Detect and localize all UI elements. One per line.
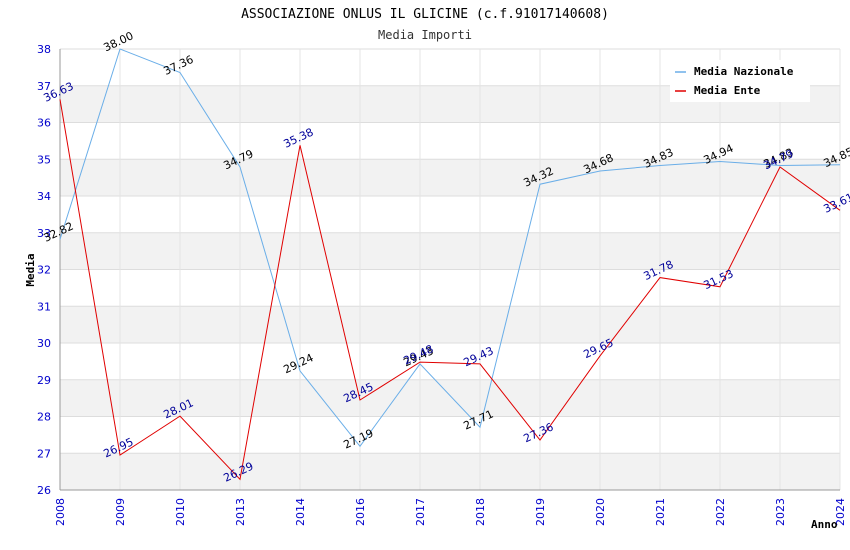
grid-lines (59, 48, 841, 491)
x-tick-label: 2008 (54, 498, 67, 526)
legend-label-media-nazionale: Media Nazionale (694, 65, 794, 78)
y-tick-label: 37 (37, 80, 51, 93)
y-axis-title: Media (24, 253, 37, 286)
x-tick-label: 2014 (294, 498, 307, 526)
data-label: 29.24 (282, 351, 316, 376)
y-tick-label: 32 (37, 264, 51, 277)
legend-label-media-ente: Media Ente (694, 84, 761, 97)
x-tick-label: 2018 (474, 498, 487, 526)
grid-band (60, 379, 840, 417)
y-tick-label: 38 (37, 43, 51, 56)
x-tick-label: 2021 (654, 498, 667, 526)
y-tick-label: 30 (37, 337, 51, 350)
y-tick-label: 27 (37, 447, 51, 460)
data-label: 35.38 (281, 126, 315, 151)
chart-subtitle: Media Importi (378, 28, 472, 42)
y-tick-label: 31 (37, 300, 51, 313)
chart-title: ASSOCIAZIONE ONLUS IL GLICINE (c.f.91017… (241, 7, 609, 22)
y-tick-label: 28 (37, 411, 51, 424)
data-label: 31.53 (701, 267, 735, 292)
x-tick-label: 2020 (594, 498, 607, 526)
series-line-media-nazionale (59, 48, 841, 448)
y-tick-labels: 26 27 28 29 30 31 32 33 34 35 36 37 38 (37, 43, 51, 497)
grid-band (60, 306, 840, 343)
x-tick-label: 2019 (534, 498, 547, 526)
y-tick-label: 29 (37, 374, 51, 387)
x-tick-label: 2022 (714, 498, 727, 526)
series-lines (59, 48, 841, 481)
legend: Media Nazionale Media Ente (670, 60, 810, 102)
grid-band (60, 159, 840, 196)
x-tick-label: 2010 (174, 498, 187, 526)
data-label: 38.00 (101, 29, 135, 54)
legend-box (670, 60, 810, 102)
y-tick-label: 26 (37, 484, 51, 497)
x-tick-label: 2023 (774, 498, 787, 526)
y-tick-label: 36 (37, 117, 51, 130)
data-label: 27.19 (341, 427, 375, 452)
x-tick-labels: 2008 2009 2010 2013 2014 2016 2017 2018 2019 2020… (54, 498, 847, 526)
data-label: 27.36 (522, 420, 556, 445)
y-tick-label: 34 (37, 190, 51, 203)
x-tick-label: 2009 (114, 498, 127, 526)
x-axis-title: Anno (811, 518, 838, 531)
data-label: 37.36 (162, 53, 196, 78)
series-line-media-ente (59, 99, 841, 481)
x-tick-label: 2024 (834, 498, 847, 526)
x-tick-label: 2013 (234, 498, 247, 526)
data-label: 29.43 (462, 344, 496, 369)
x-tick-label: 2017 (414, 498, 427, 526)
x-tick-label: 2016 (354, 498, 367, 526)
grid-band (60, 453, 840, 490)
y-tick-label: 35 (37, 153, 51, 166)
y-tick-label: 33 (37, 227, 51, 240)
grid-bands (60, 85, 840, 490)
grid-band (60, 232, 840, 270)
